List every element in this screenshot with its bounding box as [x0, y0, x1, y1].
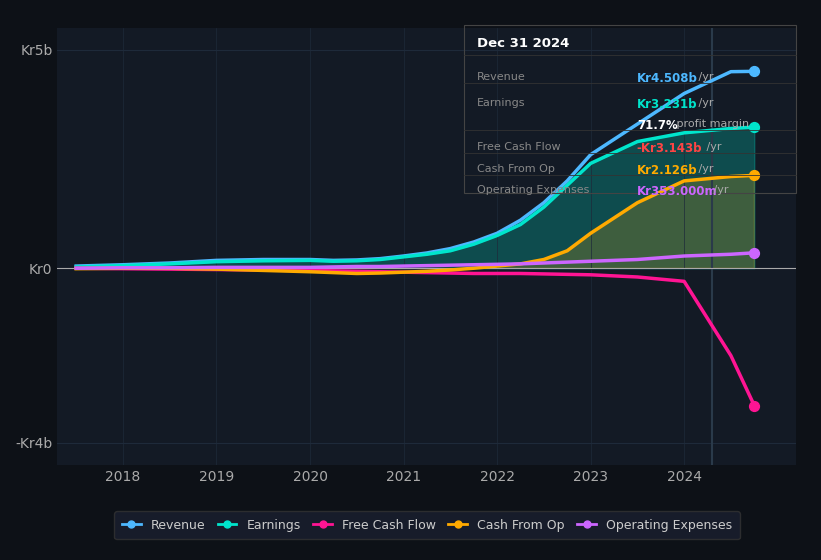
Text: /yr: /yr [710, 185, 728, 195]
Text: 71.7%: 71.7% [637, 119, 677, 132]
Text: Revenue: Revenue [477, 72, 526, 82]
Text: Kr353.000m: Kr353.000m [637, 185, 718, 198]
Point [748, 171, 761, 180]
Text: /yr: /yr [695, 164, 713, 174]
Text: /yr: /yr [695, 72, 713, 82]
Text: profit margin: profit margin [673, 119, 750, 129]
Point [748, 123, 761, 132]
Point [748, 67, 761, 76]
Text: Cash From Op: Cash From Op [477, 164, 555, 174]
Text: -Kr3.143b: -Kr3.143b [637, 142, 702, 155]
Legend: Revenue, Earnings, Free Cash Flow, Cash From Op, Operating Expenses: Revenue, Earnings, Free Cash Flow, Cash … [114, 511, 740, 539]
Text: /yr: /yr [703, 142, 721, 152]
Text: /yr: /yr [695, 99, 713, 108]
Text: Dec 31 2024: Dec 31 2024 [477, 37, 570, 50]
Text: Kr3.231b: Kr3.231b [637, 99, 697, 111]
Text: Operating Expenses: Operating Expenses [477, 185, 589, 195]
Text: Kr2.126b: Kr2.126b [637, 164, 697, 177]
Text: Earnings: Earnings [477, 99, 525, 108]
Text: Free Cash Flow: Free Cash Flow [477, 142, 561, 152]
Text: Kr4.508b: Kr4.508b [637, 72, 698, 85]
Point [748, 401, 761, 410]
Point [748, 248, 761, 257]
